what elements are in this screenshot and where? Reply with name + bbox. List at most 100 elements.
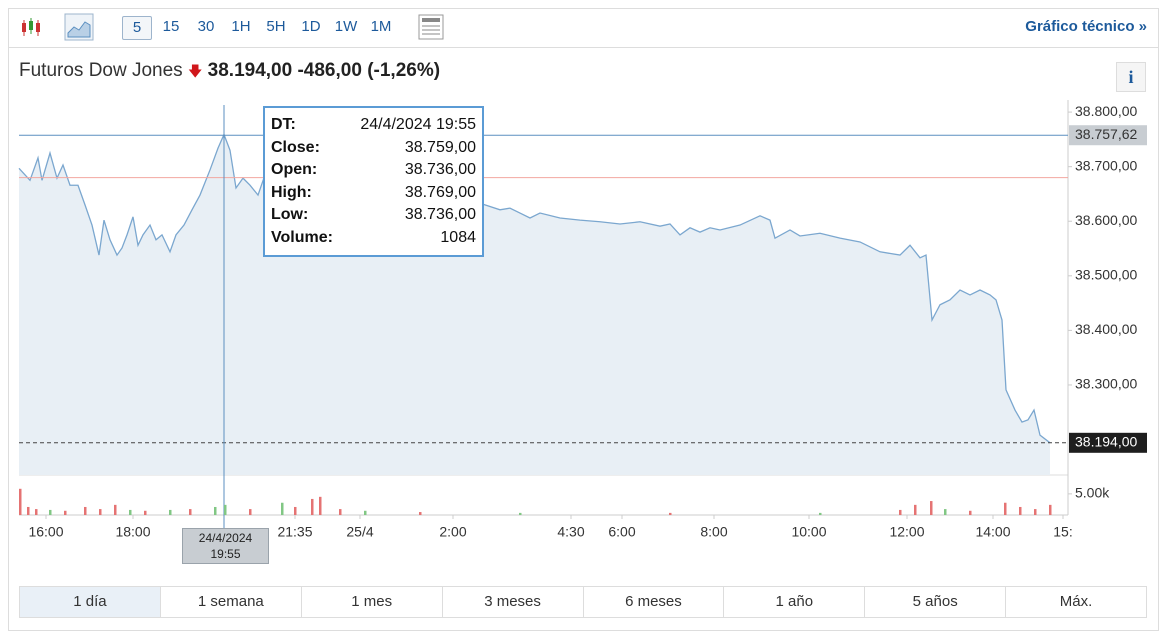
tooltip-label: High: xyxy=(271,183,312,201)
candle-icon[interactable] xyxy=(16,8,46,47)
volume-bar xyxy=(49,509,52,515)
crosshair-y-box xyxy=(1069,125,1147,146)
volume-bar xyxy=(189,509,192,515)
x-tick-label: 14:00 xyxy=(975,524,1010,540)
volume-bar xyxy=(281,502,284,515)
crosshair-date: 24/4/2024 xyxy=(198,531,253,545)
tooltip-value: 38.736,00 xyxy=(404,206,476,224)
tooltip-row: Open: 38.736,00 xyxy=(271,159,476,182)
volume-bar xyxy=(311,498,314,515)
range-tab[interactable]: 6 meses xyxy=(582,587,724,617)
range-tab[interactable]: 5 años xyxy=(864,587,1005,617)
tooltip-value: 24/4/2024 19:55 xyxy=(360,116,476,133)
x-tick-label: 8:00 xyxy=(700,524,727,540)
tooltip-row: High: 38.769,00 xyxy=(271,182,476,205)
y-tick-label: 38.700,00 xyxy=(1075,157,1137,173)
volume-bar xyxy=(35,509,38,515)
interval-button[interactable]: 30 xyxy=(197,18,215,35)
x-tick-label: 15: xyxy=(1053,524,1072,540)
volume-bar xyxy=(129,509,132,515)
crosshair-date-label: 24/4/2024 19:55 xyxy=(182,528,269,564)
x-tick-label: 6:00 xyxy=(608,524,635,540)
interval-button[interactable]: 1W xyxy=(334,18,358,35)
x-tick-label: 2:00 xyxy=(439,524,466,540)
toolbar: 5 15 30 1H 5H 1D 1W 1M Gráfico técnico » xyxy=(8,8,1159,48)
x-tick-label: 12:00 xyxy=(889,524,924,540)
tooltip-row: Volume: 1084 xyxy=(271,227,476,250)
volume-bar xyxy=(114,504,117,515)
range-tab[interactable]: 1 semana xyxy=(159,587,301,617)
x-tick-label: 10:00 xyxy=(791,524,826,540)
range-tab[interactable]: 1 año xyxy=(723,587,864,617)
info-button[interactable]: i xyxy=(1116,62,1146,92)
volume-bar xyxy=(519,512,522,515)
tooltip-row: DT: 24/4/2024 19:55 xyxy=(271,114,476,137)
volume-bar xyxy=(169,509,172,515)
area-icon[interactable] xyxy=(64,13,94,43)
volume-bar xyxy=(99,509,102,515)
volume-bar xyxy=(249,509,252,515)
volume-tick-label: 5.00k xyxy=(1075,485,1110,501)
last-price-label: 38.194,00 xyxy=(1075,434,1137,450)
volume-bar xyxy=(19,488,22,515)
volume-bar xyxy=(214,506,217,515)
change-percent: (-1,26%) xyxy=(367,60,441,81)
interval-button[interactable]: 1M xyxy=(370,18,392,35)
volume-bar xyxy=(1019,506,1022,515)
tooltip-label: Open: xyxy=(271,161,318,179)
x-tick-label: 21:35 xyxy=(277,524,312,540)
volume-bar xyxy=(339,509,342,515)
y-tick-label: 38.800,00 xyxy=(1075,103,1137,119)
volume-bar xyxy=(969,510,972,515)
change: -486,00 xyxy=(297,60,362,81)
interval-button[interactable]: 1D xyxy=(301,18,321,35)
tooltip-value: 38.759,00 xyxy=(404,138,476,156)
volume-bar xyxy=(914,504,917,515)
price-line xyxy=(18,132,1051,444)
header: Futuros Dow Jones 🡇 38.194,00 -486,00 (-… xyxy=(19,60,440,85)
range-tabs: 1 día 1 semana 1 mes 3 meses 6 meses 1 año 5 a… xyxy=(19,586,1147,618)
volume-bar xyxy=(27,506,30,515)
volume-bar xyxy=(319,496,322,515)
volume-bar xyxy=(1004,502,1007,515)
down-arrow: 🡇 xyxy=(187,63,203,79)
y-tick-label: 38.600,00 xyxy=(1075,212,1137,228)
interval-button[interactable]: 5 xyxy=(122,16,152,40)
tooltip: DT: 24/4/2024 19:55 Close: 38.759,00 Open: 38… xyxy=(263,106,484,257)
volume-bar xyxy=(1049,504,1052,515)
range-tab[interactable]: 1 mes xyxy=(300,587,442,617)
volume-bar xyxy=(224,504,227,515)
technical-chart-link[interactable]: Gráfico técnico » xyxy=(1025,18,1147,35)
interval-button[interactable]: 5H xyxy=(266,18,286,35)
volume-bar xyxy=(819,512,822,515)
range-tab[interactable]: Máx. xyxy=(1005,587,1146,617)
x-tick-label: 18:00 xyxy=(115,524,150,540)
volume-bar xyxy=(294,506,297,515)
range-tab[interactable]: 1 día xyxy=(20,587,160,617)
interval-button[interactable]: 15 xyxy=(162,18,180,35)
tooltip-label: Close: xyxy=(271,138,320,156)
volume-bar xyxy=(64,510,67,515)
last-price-box xyxy=(1069,432,1147,453)
tooltip-value: 1084 xyxy=(440,228,476,246)
y-tick-label: 38.500,00 xyxy=(1075,267,1137,283)
volume-bar xyxy=(899,509,902,515)
area xyxy=(19,134,1050,475)
volume-bar xyxy=(669,512,672,515)
layout-icon[interactable] xyxy=(417,13,447,43)
volume-bar xyxy=(419,512,422,515)
interval-button[interactable]: 1H xyxy=(231,18,251,35)
widget-frame xyxy=(8,8,1159,631)
tooltip-value: 38.769,00 xyxy=(404,183,476,201)
tooltip-row: Low: 38.736,00 xyxy=(271,204,476,227)
crosshair-time: 19:55 xyxy=(210,547,241,561)
last-price: 38.194,00 xyxy=(207,60,293,81)
volume-bar xyxy=(364,510,367,515)
volume-bar xyxy=(84,506,87,515)
x-tick-label: 4:30 xyxy=(557,524,584,540)
tooltip-value: 38.736,00 xyxy=(404,161,476,179)
y-tick-label: 38.400,00 xyxy=(1075,321,1137,337)
range-tab[interactable]: 3 meses xyxy=(441,587,583,617)
